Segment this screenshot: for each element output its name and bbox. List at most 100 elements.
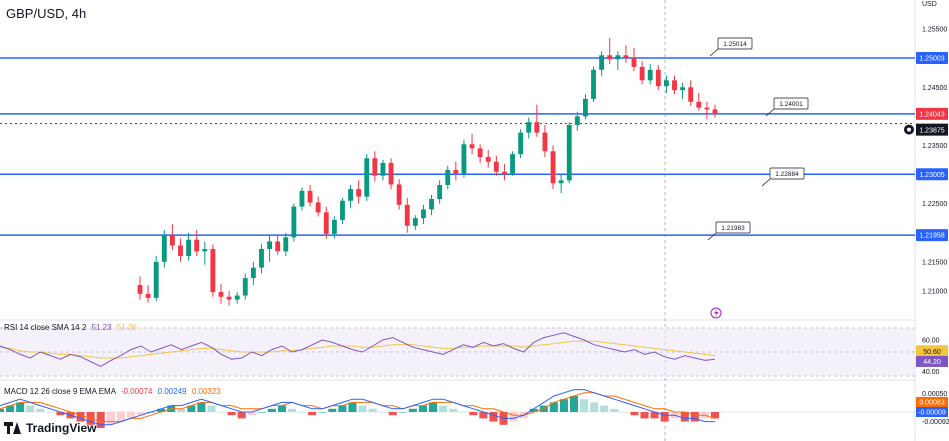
rsi-label: RSI 14 close SMA 14 2 51.23 51.36 xyxy=(4,323,137,332)
candle-body xyxy=(591,69,596,99)
tradingview-logo: TradingView xyxy=(4,421,96,435)
level-price-tag-text: 1.21958 xyxy=(919,233,944,240)
candle-body xyxy=(218,292,224,297)
candle-body xyxy=(380,162,386,176)
macd-signal-tag-text: 0.00083 xyxy=(919,400,944,407)
macd-tag-text: -0.00009 xyxy=(918,410,946,417)
candle-body xyxy=(234,295,240,300)
candle-body xyxy=(615,55,621,60)
macd-histogram-bar xyxy=(660,412,669,422)
candle-body xyxy=(364,158,370,197)
candle-body xyxy=(178,245,183,256)
candle-body xyxy=(574,116,580,126)
macd-value-2: 0.00249 xyxy=(157,387,187,396)
candle-body xyxy=(210,249,216,293)
event-lightning-icon xyxy=(710,307,722,319)
callout-pointer xyxy=(709,48,719,57)
macd-histogram-bar xyxy=(358,405,367,412)
rsi-value-2: 51.36 xyxy=(116,323,137,332)
level-price-tag-text: 1.23005 xyxy=(919,172,944,179)
candle-body xyxy=(502,171,507,174)
candle-body xyxy=(469,144,475,149)
candle-body xyxy=(275,241,281,252)
macd-histogram-bar xyxy=(408,408,417,412)
candle-body xyxy=(137,285,143,294)
macd-histogram-bar xyxy=(16,402,25,412)
callout-text: 1.21983 xyxy=(721,225,745,232)
candle-body xyxy=(194,239,200,252)
candle-body xyxy=(283,237,289,252)
macd-histogram-bar xyxy=(207,405,216,412)
level-price-tag-text: 1.25003 xyxy=(919,56,944,63)
rsi-ma-tag-text: 50.60 xyxy=(923,349,941,356)
callout-box xyxy=(773,97,809,110)
candle-body xyxy=(186,239,192,256)
rsi-tag-text: 44.20 xyxy=(923,359,941,366)
macd-histogram-bar xyxy=(348,402,357,412)
macd-histogram-bar xyxy=(650,412,659,419)
macd-histogram-bar xyxy=(247,412,256,416)
callout-pointer xyxy=(707,232,717,241)
candle-body xyxy=(647,69,653,81)
candle-body xyxy=(145,293,151,298)
candle-body xyxy=(242,278,248,296)
macd-histogram-bar xyxy=(126,412,135,419)
macd-histogram-bar xyxy=(610,408,619,412)
macd-histogram-bar xyxy=(479,412,488,419)
rsi-ma-line xyxy=(0,340,716,359)
candle-body xyxy=(550,151,556,184)
macd-histogram-bar xyxy=(36,408,45,412)
last-price-tag xyxy=(916,107,948,120)
candle-body xyxy=(153,261,159,298)
macd-histogram-bar xyxy=(620,412,629,413)
macd-histogram-bar xyxy=(630,412,639,416)
callout-text: 1.22884 xyxy=(775,171,799,178)
macd-histogram-bar xyxy=(267,408,276,412)
candle-body xyxy=(510,154,515,174)
candle-body xyxy=(226,296,232,300)
rsi-value-1: 51.23 xyxy=(91,323,112,332)
rsi-ma-tag xyxy=(916,345,948,357)
macd-histogram-bar xyxy=(368,408,377,412)
macd-histogram-bar xyxy=(227,412,236,416)
candle-body xyxy=(672,80,677,91)
candle-body xyxy=(526,122,532,133)
candle-body xyxy=(639,66,645,81)
candle-body xyxy=(445,169,451,186)
macd-histogram-bar xyxy=(338,405,347,412)
rsi-name: RSI 14 close SMA 14 2 xyxy=(4,323,87,332)
macd-histogram-bar xyxy=(328,408,337,412)
candle-body xyxy=(534,122,540,133)
macd-value-3: 0.00323 xyxy=(191,387,221,396)
logo-text: TradingView xyxy=(26,421,97,435)
macd-histogram-bar xyxy=(590,402,599,412)
candle-body xyxy=(704,107,710,110)
macd-histogram-bar xyxy=(96,412,105,428)
candle-body xyxy=(437,185,443,199)
candle-body xyxy=(582,98,588,117)
macd-histogram-bar xyxy=(439,405,448,412)
macd-histogram-bar xyxy=(429,402,438,412)
candle-body xyxy=(259,249,264,268)
macd-histogram-bar xyxy=(288,408,297,412)
y-tick-label: 1.21000 xyxy=(922,288,947,295)
macd-histogram-bar xyxy=(680,412,689,422)
candle-body xyxy=(493,161,499,172)
macd-histogram-bar xyxy=(6,405,15,412)
candle-body xyxy=(307,190,313,203)
callout-box xyxy=(769,167,805,180)
candle-body xyxy=(323,212,329,234)
rsi-axis-label: 60.00 xyxy=(922,338,940,345)
y-tick-label: 1.23500 xyxy=(922,143,947,150)
macd-histogram-bar xyxy=(549,402,558,412)
macd-line xyxy=(0,389,715,426)
macd-histogram-bar xyxy=(378,412,387,413)
rsi-tag xyxy=(916,355,948,367)
macd-histogram-bar xyxy=(509,412,518,422)
candle-body xyxy=(680,87,686,91)
callout-text: 1.25014 xyxy=(723,41,747,48)
macd-histogram-bar xyxy=(710,412,720,419)
macd-histogram-bar xyxy=(257,412,266,413)
candle-body xyxy=(542,132,548,152)
macd-histogram-bar xyxy=(0,408,5,412)
